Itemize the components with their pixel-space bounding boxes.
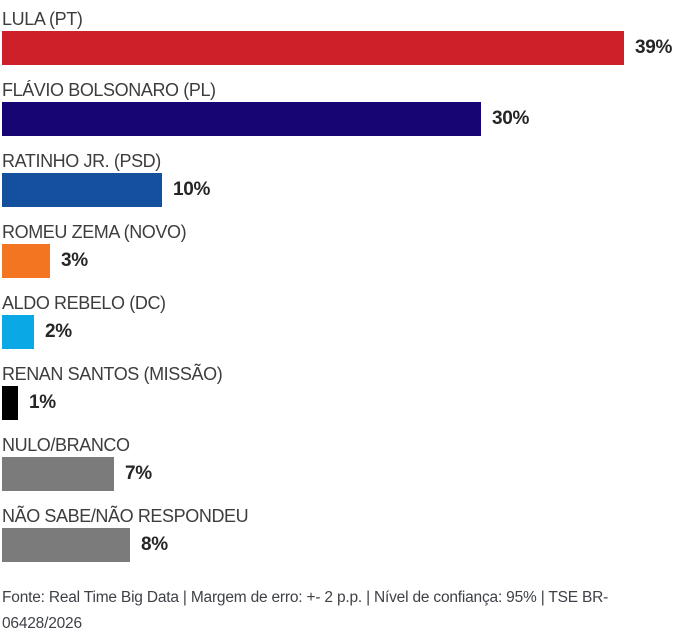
candidate-label: ROMEU ZEMA (NOVO) (2, 222, 187, 242)
bar-row: RENAN SANTOS (MISSÃO) 1% (2, 362, 679, 420)
bar-segment (2, 315, 34, 349)
bar-line: 7% (2, 457, 679, 491)
source-footnote: Fonte: Real Time Big Data | Margem de er… (2, 589, 609, 632)
candidate-label: LULA (PT) (2, 9, 83, 29)
value-label: 30% (492, 108, 530, 129)
bar-line: 10% (2, 173, 679, 207)
bar-row: NULO/BRANCO 7% (2, 433, 679, 491)
poll-bar-chart: LULA (PT) 39% FLÁVIO BOLSONARO (PL) 30% RATI… (2, 7, 679, 562)
bar-row: NÃO SABE/NÃO RESPONDEU 8% (2, 504, 679, 562)
bar-row: RATINHO JR. (PSD) 10% (2, 149, 679, 207)
candidate-label: RATINHO JR. (PSD) (2, 151, 161, 171)
value-label: 8% (141, 534, 168, 555)
bar-segment (2, 386, 18, 420)
bar-row: ALDO REBELO (DC) 2% (2, 291, 679, 349)
bar-segment (2, 31, 624, 65)
bar-line: 30% (2, 102, 679, 136)
bar-segment (2, 173, 162, 207)
bar-segment (2, 244, 50, 278)
candidate-label: RENAN SANTOS (MISSÃO) (2, 364, 223, 384)
candidate-label: NÃO SABE/NÃO RESPONDEU (2, 506, 249, 526)
value-label: 3% (61, 250, 88, 271)
bar-line: 39% (2, 31, 679, 65)
bar-segment (2, 457, 114, 491)
bar-row: LULA (PT) 39% (2, 7, 679, 65)
bar-segment (2, 528, 130, 562)
bar-line: 3% (2, 244, 679, 278)
bar-line: 1% (2, 386, 679, 420)
candidate-label: NULO/BRANCO (2, 435, 130, 455)
bar-line: 8% (2, 528, 679, 562)
value-label: 39% (635, 37, 673, 58)
candidate-label: FLÁVIO BOLSONARO (PL) (2, 80, 216, 100)
bar-segment (2, 102, 481, 136)
value-label: 10% (173, 179, 211, 200)
value-label: 1% (29, 392, 56, 413)
value-label: 7% (125, 463, 152, 484)
bar-line: 2% (2, 315, 679, 349)
bar-row: FLÁVIO BOLSONARO (PL) 30% (2, 78, 679, 136)
value-label: 2% (45, 321, 72, 342)
bar-row: ROMEU ZEMA (NOVO) 3% (2, 220, 679, 278)
candidate-label: ALDO REBELO (DC) (2, 293, 166, 313)
